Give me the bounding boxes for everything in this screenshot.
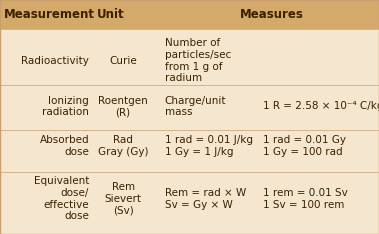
Text: 1 rem = 0.01 Sv
1 Sv = 100 rem: 1 rem = 0.01 Sv 1 Sv = 100 rem	[263, 188, 348, 210]
Bar	[0, 0, 379, 29]
Text: Measurement: Measurement	[4, 8, 95, 21]
Text: Rad
Gray (Gy): Rad Gray (Gy)	[98, 135, 149, 157]
Text: Measures: Measures	[240, 8, 304, 21]
Text: Number of
particles/sec
from 1 g of
radium: Number of particles/sec from 1 g of radi…	[165, 38, 231, 83]
Text: 1 R = 2.58 × 10⁻⁴ C/kg: 1 R = 2.58 × 10⁻⁴ C/kg	[263, 102, 379, 111]
Text: Unit: Unit	[97, 8, 124, 21]
Text: Radioactivity: Radioactivity	[21, 56, 89, 66]
Text: Equivalent
dose/
effective
dose: Equivalent dose/ effective dose	[34, 176, 89, 221]
Text: Rem
Sievert
(Sv): Rem Sievert (Sv)	[105, 182, 142, 216]
Text: Roentgen
(R): Roentgen (R)	[98, 96, 148, 117]
Text: 1 rad = 0.01 Gy
1 Gy = 100 rad: 1 rad = 0.01 Gy 1 Gy = 100 rad	[263, 135, 346, 157]
Text: Ionizing
radiation: Ionizing radiation	[42, 96, 89, 117]
Text: Curie: Curie	[109, 56, 137, 66]
Text: Rem = rad × W
Sv = Gy × W: Rem = rad × W Sv = Gy × W	[165, 188, 246, 210]
Text: 1 rad = 0.01 J/kg
1 Gy = 1 J/kg: 1 rad = 0.01 J/kg 1 Gy = 1 J/kg	[165, 135, 253, 157]
Text: Absorbed
dose: Absorbed dose	[39, 135, 89, 157]
Text: Charge/unit
mass: Charge/unit mass	[165, 96, 226, 117]
